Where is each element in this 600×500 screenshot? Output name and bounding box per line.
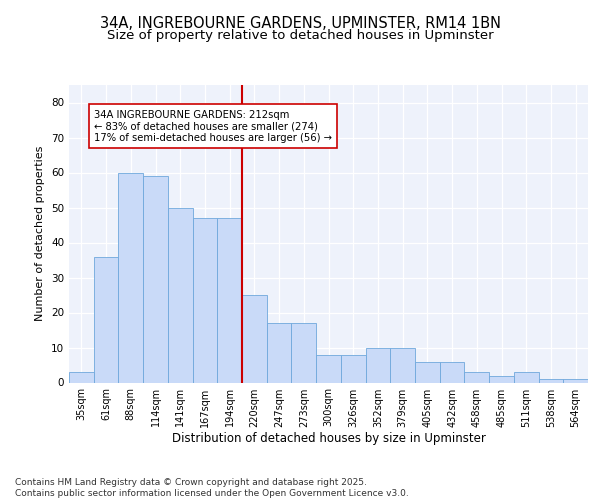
Bar bbox=[440, 362, 464, 382]
Bar bbox=[464, 372, 489, 382]
Text: 34A, INGREBOURNE GARDENS, UPMINSTER, RM14 1BN: 34A, INGREBOURNE GARDENS, UPMINSTER, RM1… bbox=[100, 16, 500, 31]
Text: Size of property relative to detached houses in Upminster: Size of property relative to detached ho… bbox=[107, 28, 493, 42]
Bar bbox=[365, 348, 390, 382]
Text: 34A INGREBOURNE GARDENS: 212sqm
← 83% of detached houses are smaller (274)
17% o: 34A INGREBOURNE GARDENS: 212sqm ← 83% of… bbox=[94, 110, 332, 142]
Bar bbox=[514, 372, 539, 382]
Y-axis label: Number of detached properties: Number of detached properties bbox=[35, 146, 46, 322]
Bar bbox=[168, 208, 193, 382]
Bar bbox=[341, 354, 365, 382]
Bar bbox=[94, 256, 118, 382]
Bar bbox=[69, 372, 94, 382]
Bar bbox=[242, 295, 267, 382]
Bar bbox=[267, 323, 292, 382]
Bar bbox=[193, 218, 217, 382]
Bar bbox=[143, 176, 168, 382]
Bar bbox=[563, 379, 588, 382]
Bar bbox=[390, 348, 415, 382]
Bar bbox=[316, 354, 341, 382]
Bar bbox=[489, 376, 514, 382]
Bar bbox=[539, 379, 563, 382]
Text: Contains HM Land Registry data © Crown copyright and database right 2025.
Contai: Contains HM Land Registry data © Crown c… bbox=[15, 478, 409, 498]
Bar bbox=[217, 218, 242, 382]
X-axis label: Distribution of detached houses by size in Upminster: Distribution of detached houses by size … bbox=[172, 432, 485, 446]
Bar bbox=[292, 323, 316, 382]
Bar bbox=[118, 172, 143, 382]
Bar bbox=[415, 362, 440, 382]
